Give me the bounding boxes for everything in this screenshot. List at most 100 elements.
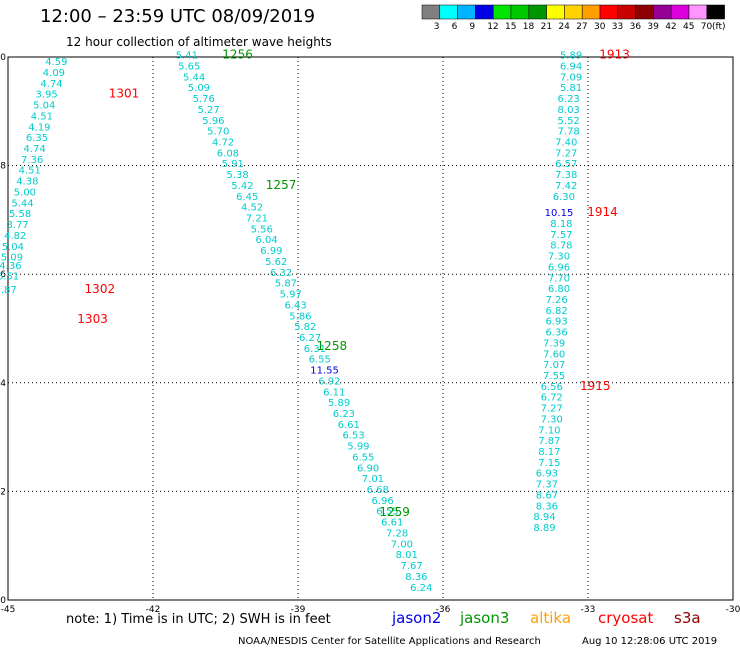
wave-height-label: 6.57	[555, 159, 577, 170]
wave-height-label: 8.78	[550, 241, 572, 252]
wave-height-label: 5.86	[289, 311, 311, 322]
legend-tick-label: 42	[665, 22, 677, 32]
legend-tick-label: 3	[433, 22, 440, 32]
chart-subtitle: 12 hour collection of altimeter wave hei…	[66, 35, 332, 49]
wave-height-label: 7.87	[538, 436, 560, 447]
wave-height-label: 5.81	[560, 83, 582, 94]
wave-height-label: 4.51	[31, 111, 53, 122]
wave-height-label: 6.27	[299, 333, 321, 344]
wave-height-label: 6.35	[26, 133, 48, 144]
wave-height-label: 7.78	[558, 127, 580, 138]
wave-height-label: 6.68	[367, 485, 389, 496]
wave-height-label: 7.28	[386, 528, 408, 539]
wave-height-label: 6.96	[371, 496, 393, 507]
wave-height-label: 6.32	[270, 268, 292, 279]
wave-height-label: 6.92	[318, 376, 340, 387]
legend-tick-label: 6	[451, 22, 458, 32]
legend-unit: (ft)	[712, 22, 726, 32]
pass-time-label: 1301	[109, 87, 140, 101]
wave-height-label: 5.76	[193, 94, 215, 105]
legend-swatch	[475, 4, 494, 20]
wave-height-label: 7.26	[545, 295, 567, 306]
legend-swatch	[706, 4, 725, 20]
wave-height-label: 6.80	[548, 284, 570, 295]
wave-height-label: 6.45	[236, 192, 258, 203]
wave-height-label: 7.60	[543, 349, 565, 360]
pass-time-label: 1259	[379, 505, 410, 519]
legend-swatch	[688, 4, 708, 20]
wave-height-label: 5.41	[176, 51, 198, 62]
wave-height-label: 4.82	[4, 231, 26, 242]
legend-tick-label: 21	[540, 22, 553, 32]
legend-swatch	[546, 4, 565, 20]
wave-height-label: 7.38	[555, 170, 577, 181]
wave-height-label: 5.56	[251, 224, 273, 235]
y-tick-label: 2	[0, 487, 6, 497]
wave-height-label: 3.95	[36, 90, 58, 101]
wave-height-label: 5.04	[33, 101, 55, 112]
legend-swatch	[421, 4, 441, 20]
legend-swatch	[617, 4, 636, 20]
legend-tick-label: 24	[558, 22, 570, 32]
legend-tick-label: 36	[629, 22, 642, 32]
wave-height-label: 5.82	[294, 322, 316, 333]
wave-height-label: 6.56	[541, 382, 563, 393]
wave-height-label: 5.44	[11, 198, 33, 209]
wave-height-label: 6.93	[545, 317, 567, 328]
wave-height-label: 6.31	[304, 344, 326, 355]
legend-swatch	[599, 4, 619, 20]
wave-height-label: 6.93	[536, 469, 558, 480]
legend-tick-label: 70	[700, 22, 713, 32]
x-tick-label: -36	[436, 605, 451, 615]
wave-height-label: 8.18	[550, 219, 572, 230]
wave-height-label: 5.91	[222, 159, 244, 170]
wave-height-label: 7.70	[548, 273, 570, 284]
wave-height-label: 5.09	[188, 83, 210, 94]
legend-tick-label: 15	[505, 22, 517, 32]
legend-swatch	[510, 4, 530, 20]
wave-height-label: 6.23	[558, 94, 580, 105]
wave-height-label: 6.61	[338, 420, 360, 431]
legend-tick-label: 45	[683, 22, 695, 32]
wave-height-label: 11.55	[310, 366, 339, 377]
wave-height-label: 4.51	[19, 166, 41, 177]
wave-height-label: 7.36	[21, 155, 43, 166]
wave-height-label: 5.96	[202, 116, 224, 127]
wave-height-label: 8.36	[405, 572, 427, 583]
wave-height-label: 6.43	[284, 300, 306, 311]
legend-swatch	[635, 4, 654, 20]
wave-height-label: 5.87	[275, 279, 297, 290]
wave-height-label: 5.38	[226, 170, 248, 181]
wave-height-label: 6.99	[260, 246, 282, 257]
wave-height-label: 7.15	[538, 458, 560, 469]
wave-height-label: 4.19	[28, 122, 50, 133]
wave-height-label: 6.36	[545, 328, 567, 339]
wave-height-label: 6.53	[342, 431, 364, 442]
wave-height-label: 5.70	[207, 127, 229, 138]
wave-height-label: 6.08	[217, 148, 239, 159]
legend-swatch	[653, 4, 672, 20]
wave-height-label: 5.00	[14, 187, 36, 198]
pass-time-label: 1915	[580, 379, 611, 393]
wave-height-label: 3.77	[7, 220, 29, 231]
wave-height-label: 8.01	[396, 550, 418, 561]
wave-height-label: 8.67	[536, 490, 558, 501]
wave-height-label: 6.23	[333, 409, 355, 420]
plot-frame	[7, 56, 734, 601]
credit-line: NOAA/NESDIS Center for Satellite Applica…	[238, 636, 541, 647]
satellite-altika: altika	[530, 609, 572, 627]
x-tick-label: -30	[726, 605, 740, 615]
x-tick-label: -39	[291, 605, 306, 615]
legend-tick-label: 33	[611, 22, 624, 32]
wave-height-label: 6.96	[548, 262, 570, 273]
pass-time-label: 1913	[599, 48, 630, 62]
wave-height-label: 6.55	[352, 452, 374, 463]
legend-swatch	[492, 4, 512, 20]
wave-height-label: 5.62	[265, 257, 287, 268]
x-tick-label: -42	[146, 605, 161, 615]
wave-height-label: 5.42	[231, 181, 253, 192]
x-tick-label: -45	[1, 605, 16, 615]
legend-tick-label: 27	[576, 22, 588, 32]
wave-height-label: 4.36	[0, 261, 22, 272]
wave-height-label: 7.39	[543, 338, 565, 349]
